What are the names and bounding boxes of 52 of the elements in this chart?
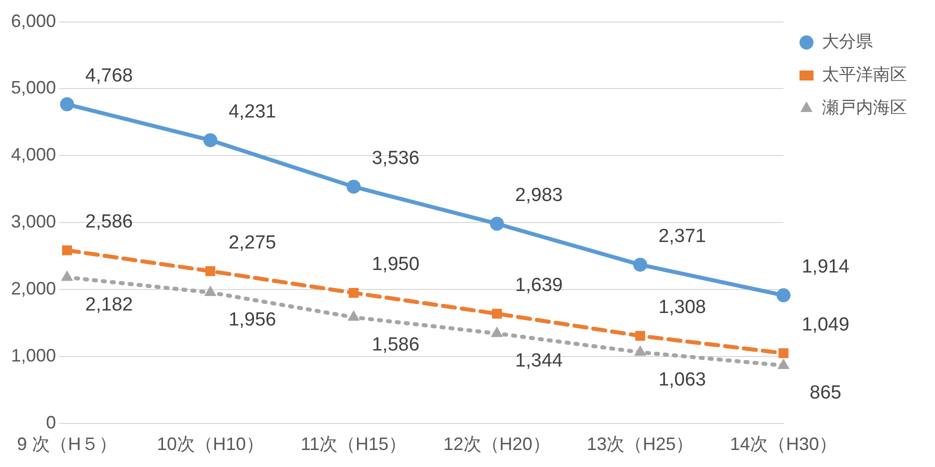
data-label: 1,344 <box>515 350 564 372</box>
point <box>62 245 72 256</box>
y-tick-label: 2,000 <box>10 278 56 298</box>
point <box>777 358 790 370</box>
data-label: 2,371 <box>658 226 706 247</box>
data-label: 1,049 <box>802 314 850 336</box>
y-tick-label: 3,000 <box>10 212 56 232</box>
y-tick-label: 4,000 <box>10 144 56 165</box>
point <box>346 180 361 194</box>
point <box>490 216 504 231</box>
y-tick-label: 5,000 <box>10 78 56 98</box>
data-label: 2,182 <box>85 294 133 316</box>
data-label: 1,914 <box>802 256 850 278</box>
x-tick-label: 9 次（H５） <box>17 434 118 454</box>
x-tick-label: 13次（H25） <box>586 434 694 454</box>
data-label: 1,950 <box>372 254 420 276</box>
y-tick-label: 6,000 <box>10 10 56 31</box>
y-tick-label: 1,000 <box>10 345 56 366</box>
point <box>490 326 503 337</box>
data-label: 3,536 <box>372 148 420 169</box>
data-label: 1,639 <box>515 274 563 296</box>
data-label: 4,768 <box>85 65 133 86</box>
point <box>778 348 788 358</box>
x-tick-label: 11次（H15） <box>300 434 406 454</box>
data-label: 2,586 <box>85 212 133 233</box>
point <box>204 285 216 296</box>
x-tick-label: 12次（H20） <box>443 434 550 454</box>
data-label: 1,586 <box>372 334 420 356</box>
data-label: 2,983 <box>515 184 563 206</box>
point <box>60 270 74 281</box>
data-label: 865 <box>810 382 842 404</box>
data-label: 1,956 <box>228 310 276 331</box>
point <box>203 133 218 148</box>
data-label: 1,063 <box>658 369 706 390</box>
legend-label: 瀬戸内海区 <box>822 98 907 118</box>
x-tick-label: 10次（H10） <box>156 434 264 454</box>
point <box>348 288 359 298</box>
data-label: 2,275 <box>228 232 276 254</box>
point <box>633 258 648 272</box>
data-label: 4,231 <box>228 101 276 122</box>
point <box>60 97 74 112</box>
point <box>348 310 360 321</box>
point <box>634 345 646 356</box>
x-tick-label: 14次（H30） <box>730 434 838 454</box>
legend-label: 大分県 <box>822 32 873 52</box>
point <box>635 330 646 341</box>
y-tick-label: 0 <box>46 412 56 432</box>
point <box>492 308 502 319</box>
point <box>205 266 216 276</box>
data-label: 1,308 <box>658 297 706 318</box>
legend-label: 太平洋南区 <box>822 65 907 84</box>
point <box>776 288 790 302</box>
